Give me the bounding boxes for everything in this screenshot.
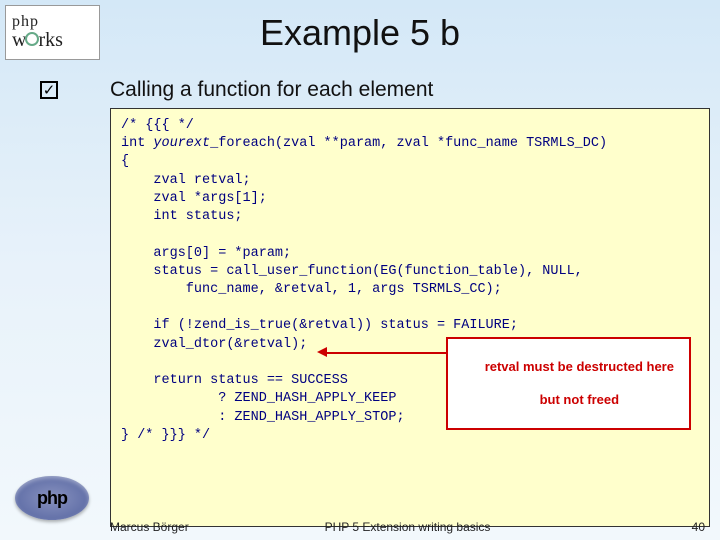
logo-works-text: wrks (12, 29, 93, 52)
footer-author: Marcus Börger (110, 520, 189, 534)
arrow-head-icon (317, 347, 327, 357)
checkmark-icon: ✓ (40, 81, 58, 99)
callout-line2: but not freed (540, 392, 619, 407)
footer-title: PHP 5 Extension writing basics (325, 520, 491, 534)
code-block: /* {{{ */ int yourext_foreach(zval **par… (110, 108, 710, 527)
bullet-text: Calling a function for each element (110, 78, 433, 102)
arrow-line (326, 352, 446, 354)
footer: Marcus Börger PHP 5 Extension writing ba… (110, 520, 705, 534)
bullet-row: ✓ Calling a function for each element (110, 78, 710, 102)
conference-logo: php wrks (5, 5, 100, 60)
php-logo-text: php (37, 488, 67, 509)
slide-title: Example 5 b (0, 0, 720, 54)
footer-page: 40 (692, 520, 705, 534)
callout-box: retval must be destructed here but not f… (446, 337, 691, 430)
php-logo-icon: php (15, 476, 89, 520)
callout-line1: retval must be destructed here (485, 359, 674, 374)
slide-content: ✓ Calling a function for each element /*… (110, 78, 710, 527)
